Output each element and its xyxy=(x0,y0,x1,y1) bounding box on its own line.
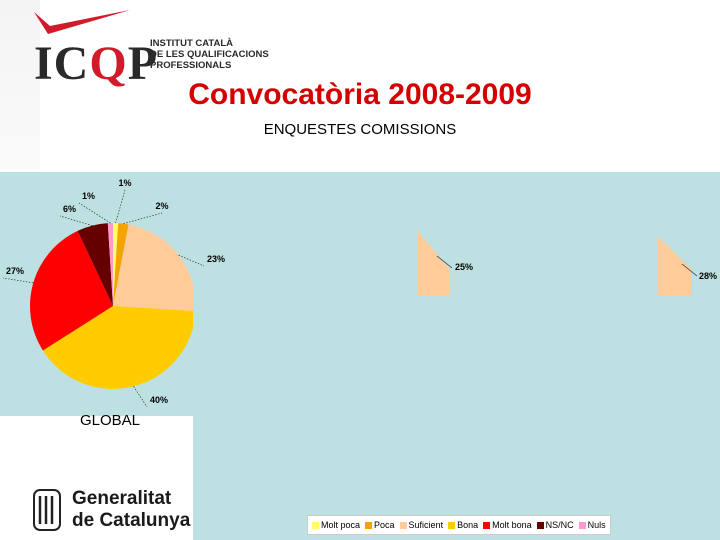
generalitat-logo: Generalitat de Catalunya xyxy=(30,486,200,536)
legend-item: Molt bona xyxy=(483,520,532,530)
legend-swatch xyxy=(312,521,319,529)
legend-label: Nuls xyxy=(587,520,606,530)
legend-item: Molt poca xyxy=(312,520,360,530)
legend-label: Suficient xyxy=(408,520,444,530)
legend-item: Suficient xyxy=(399,520,444,530)
icqp-logo: ICQP INSTITUT CATALÀ DE LES QUALIFICACIO… xyxy=(30,8,270,90)
page-subtitle: ENQUESTES COMISSIONS xyxy=(263,121,457,138)
legend-swatch xyxy=(578,521,586,529)
logo-tagline: INSTITUT CATALÀ DE LES QUALIFICACIONS PR… xyxy=(150,38,269,71)
legend-swatch xyxy=(365,521,373,529)
legend-label: NS/NC xyxy=(545,520,574,530)
legend-swatch xyxy=(536,521,544,529)
legend-swatch xyxy=(448,521,456,529)
generalitat-name: Generalitat de Catalunya xyxy=(72,488,191,531)
global-chart-title: GLOBAL xyxy=(80,412,141,429)
legend-label: Molt bona xyxy=(492,520,532,530)
legend-item: Nuls xyxy=(578,520,606,530)
chart-legend: Molt poca Poca Suficient Bona Molt bona NS/NC… xyxy=(307,515,611,535)
chart-panel xyxy=(193,172,720,540)
logo-letters: ICQP xyxy=(34,37,159,90)
chart-panel-left xyxy=(0,172,193,416)
generalitat-emblem-icon xyxy=(33,489,61,531)
legend-item: Poca xyxy=(365,520,395,530)
background-strip xyxy=(0,0,40,170)
legend-label: Molt poca xyxy=(321,520,361,530)
legend-item: NS/NC xyxy=(536,520,574,530)
legend-swatch xyxy=(483,521,491,529)
legend-swatch xyxy=(399,521,407,529)
page-title: Convocatòria 2008-2009 xyxy=(188,78,532,111)
legend-label: Poca xyxy=(374,520,395,530)
legend-label: Bona xyxy=(457,520,479,530)
legend-item: Bona xyxy=(448,520,478,530)
logo-swoosh-icon xyxy=(34,10,130,34)
